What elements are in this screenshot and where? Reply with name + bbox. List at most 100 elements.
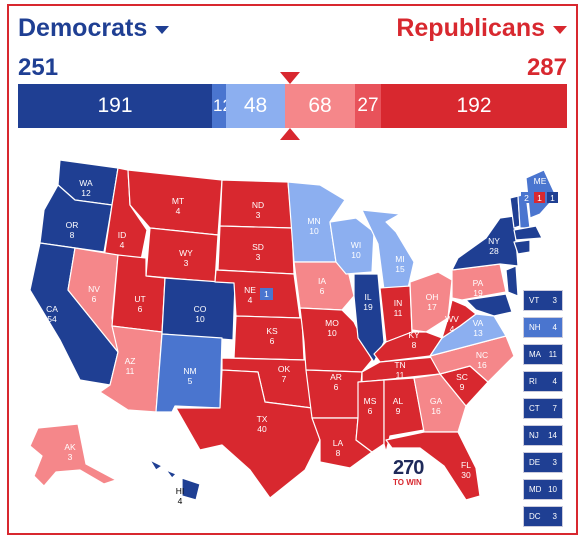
small-state-ma[interactable]: MA 11 <box>523 344 563 365</box>
small-state-ri[interactable]: RI 4 <box>523 371 563 392</box>
small-state-abbr: CT <box>529 404 540 413</box>
small-state-ev: 3 <box>552 458 557 467</box>
state-label-ca: CA 54 <box>46 304 58 324</box>
state-label-ga: GA 16 <box>430 396 443 416</box>
270-marker-bottom-icon <box>280 128 300 140</box>
state-label-nd: ND 3 <box>252 200 264 220</box>
state-wi[interactable] <box>329 217 375 275</box>
small-state-md[interactable]: MD 10 <box>523 479 563 500</box>
state-label-me: ME <box>534 176 547 186</box>
small-state-de[interactable]: DE 3 <box>523 452 563 473</box>
state-or[interactable] <box>39 184 113 253</box>
small-state-abbr: DE <box>529 458 541 467</box>
small-state-abbr: NH <box>529 323 541 332</box>
republicans-dropdown[interactable]: Republicans <box>396 14 567 43</box>
ne-district-box[interactable] <box>260 288 273 300</box>
democrats-dropdown[interactable]: Democrats <box>18 14 170 43</box>
me-district-2-box[interactable] <box>534 192 545 203</box>
small-state-nj[interactable]: NJ 14 <box>523 425 563 446</box>
state-label-ny: NY 28 <box>488 236 500 256</box>
state-mi[interactable] <box>361 209 415 291</box>
state-nm[interactable] <box>155 333 223 413</box>
state-ny[interactable] <box>451 215 519 271</box>
state-md[interactable] <box>465 293 513 317</box>
state-hi[interactable] <box>149 459 201 501</box>
small-state-abbr: DC <box>529 512 541 521</box>
state-label-pa: PA 19 <box>473 278 484 298</box>
me-district-3-box[interactable] <box>547 192 558 203</box>
state-ma[interactable] <box>513 225 543 241</box>
small-state-ev: 4 <box>552 377 557 386</box>
state-fl[interactable] <box>385 431 481 501</box>
small-state-nh[interactable]: NH 4 <box>523 317 563 338</box>
state-ms[interactable] <box>355 379 385 453</box>
state-wv[interactable] <box>441 299 477 339</box>
bar-likely-democrat: 12 <box>212 84 226 128</box>
state-label-ut: UT 6 <box>134 294 145 314</box>
small-states-column: VT 3 NH 4 MA 11 RI 4 CT 7 NJ 14 DE 3 MD 10 DC 3 <box>523 290 563 533</box>
state-label-sd: SD 3 <box>252 242 264 262</box>
state-label-mo: MO 10 <box>325 318 339 338</box>
small-state-abbr: RI <box>529 377 537 386</box>
small-state-ev: 11 <box>548 350 557 359</box>
state-label-tx: TX 40 <box>257 414 268 434</box>
state-ct[interactable] <box>513 239 531 255</box>
small-state-abbr: MA <box>529 350 541 359</box>
state-label-ms: MS 6 <box>364 396 377 416</box>
state-label-fl: FL 30 <box>461 460 471 480</box>
democrats-total: 251 <box>18 54 59 81</box>
state-label-nc: NC 16 <box>476 350 488 370</box>
state-label-ia: IA 6 <box>318 276 326 296</box>
bar-safe-republican: 192 <box>381 84 567 128</box>
logo-text: TO WIN <box>393 478 422 487</box>
state-nj[interactable] <box>505 265 519 297</box>
state-label-la: LA 8 <box>333 438 344 458</box>
state-label-nv: NV 6 <box>88 284 100 304</box>
bar-lean-republican: 68 <box>285 84 355 128</box>
logo-number: 270 <box>393 457 424 479</box>
state-label-wv: WV 4 <box>445 314 459 334</box>
state-label-mt: MT 4 <box>172 196 184 216</box>
bar-likely-republican: 27 <box>355 84 381 128</box>
state-tx[interactable] <box>175 369 321 499</box>
state-label-ks: KS 6 <box>266 326 278 346</box>
me-district-2-label: 1 <box>537 193 542 203</box>
state-labels: WA 12 OR 8 CA 54 ID 4 NV 6 MT 4 WY 3 UT 6 AZ 11 CO 10 NM 5 ND 3… <box>46 176 547 506</box>
electoral-vote-bar: 191 12 48 68 27 192 <box>18 84 567 128</box>
small-state-ct[interactable]: CT 7 <box>523 398 563 419</box>
ne-district-label: 1 <box>264 289 269 299</box>
small-state-vt[interactable]: VT 3 <box>523 290 563 311</box>
state-label-wa: WA 12 <box>79 178 93 198</box>
state-label-mn: MN 10 <box>307 216 320 236</box>
state-ga[interactable] <box>413 373 467 433</box>
state-label-in: IN 11 <box>394 298 403 318</box>
state-label-wy: WY 3 <box>179 248 193 268</box>
me-district-3-label: 1 <box>550 193 555 203</box>
state-label-ne: NE 4 <box>244 285 256 305</box>
state-label-or: OR 8 <box>66 220 79 240</box>
state-label-ok: OK 7 <box>278 364 291 384</box>
small-state-abbr: VT <box>529 296 540 305</box>
270-marker-top-icon <box>280 72 300 84</box>
small-state-ev: 3 <box>552 296 557 305</box>
small-state-abbr: NJ <box>529 431 539 440</box>
state-ak[interactable] <box>29 423 117 487</box>
state-co[interactable] <box>161 277 236 341</box>
republicans-total: 287 <box>526 54 567 81</box>
small-state-abbr: MD <box>529 485 542 494</box>
me-district-1-box[interactable] <box>521 192 532 203</box>
state-il[interactable] <box>353 273 385 363</box>
270-to-win-logo: 270 TO WIN <box>393 458 433 487</box>
state-label-tn: TN 11 <box>394 360 405 380</box>
small-state-ev: 3 <box>552 512 557 521</box>
state-label-co: CO 10 <box>194 304 207 324</box>
small-state-ev: 7 <box>552 404 557 413</box>
state-label-wi: WI 10 <box>351 240 361 260</box>
small-state-ev: 4 <box>552 323 557 332</box>
small-state-dc[interactable]: DC 3 <box>523 506 563 527</box>
state-label-il: IL 19 <box>363 292 373 312</box>
state-label-sc: SC 9 <box>456 372 468 392</box>
caret-down-icon <box>553 25 567 34</box>
me-district-1-label: 2 <box>524 193 529 203</box>
state-mo[interactable] <box>299 307 373 373</box>
